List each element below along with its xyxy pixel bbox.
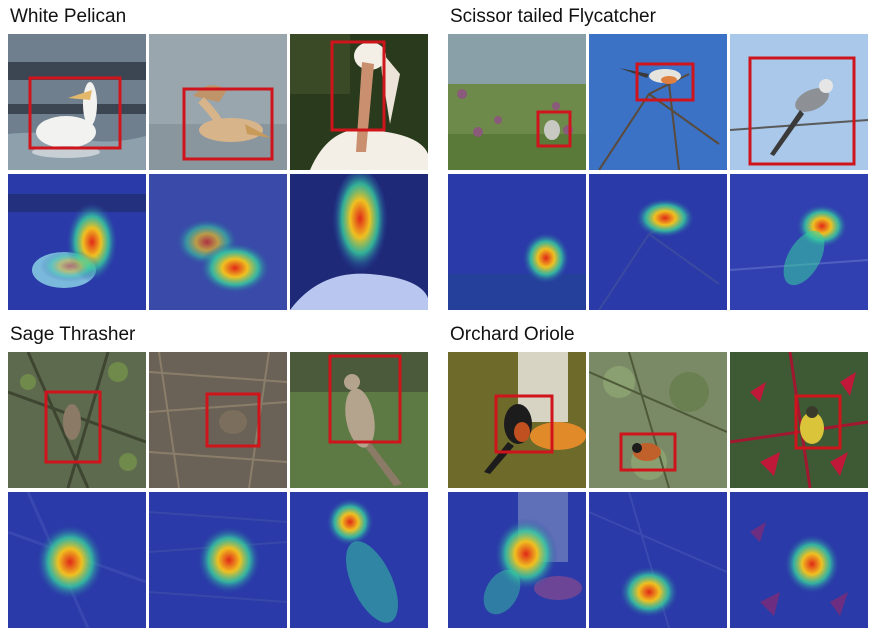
attention-map [8,174,146,310]
group-title: White Pelican [10,6,127,27]
image-grid [448,34,868,310]
group-orchard-oriole: Orchard Oriole [448,324,868,628]
original-image [448,34,586,170]
attention-map [589,492,727,628]
group-scissor-tailed-flycatcher: Scissor tailed Flycatcher [448,6,868,310]
attention-map [8,492,146,628]
original-image [730,34,868,170]
attention-map [290,174,428,310]
group-title: Sage Thrasher [10,324,136,345]
original-image [290,34,428,170]
attention-map [448,492,586,628]
image-grid [448,352,868,628]
original-image [8,34,146,170]
image-grid [8,34,428,310]
group-title: Orchard Oriole [450,324,575,345]
original-image [589,352,727,488]
original-image [589,34,727,170]
attention-map [290,492,428,628]
original-image [149,352,287,488]
attention-map [730,492,868,628]
attention-map [589,174,727,310]
original-image [149,34,287,170]
group-white-pelican: White Pelican [8,6,428,310]
attention-map [149,492,287,628]
original-image [448,352,586,488]
original-image [8,352,146,488]
attention-map [448,174,586,310]
image-grid [8,352,428,628]
original-image [290,352,428,488]
group-title: Scissor tailed Flycatcher [450,6,656,27]
attention-map [730,174,868,310]
group-sage-thrasher: Sage Thrasher [8,324,428,628]
attention-map [149,174,287,310]
original-image [730,352,868,488]
